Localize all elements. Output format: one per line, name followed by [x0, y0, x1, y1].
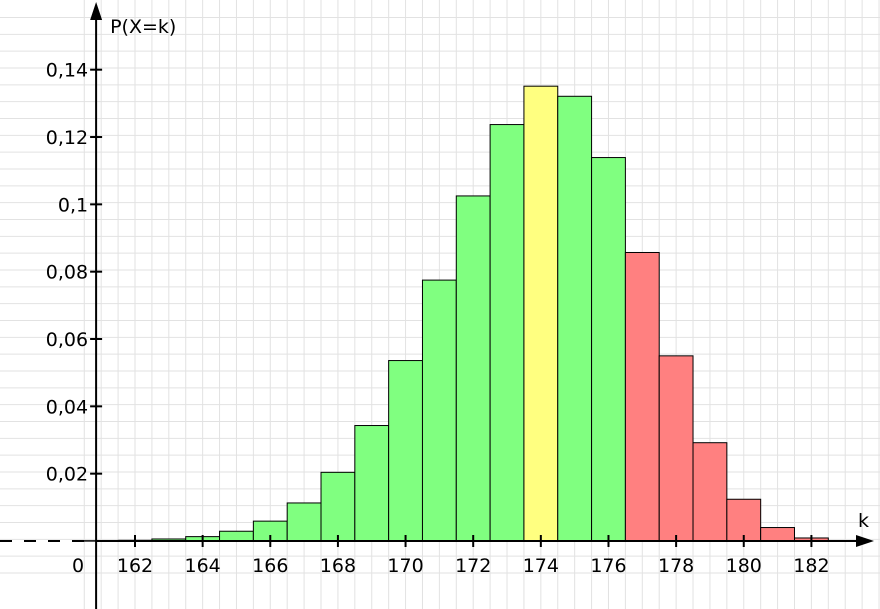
bar-174: [523, 85, 559, 542]
bar-167: [286, 502, 322, 542]
bar-165: [219, 530, 254, 542]
x-tick-label: 182: [793, 555, 829, 577]
bar-178: [658, 355, 694, 542]
origin-label: 0: [72, 555, 84, 577]
y-axis-arrow-icon: [90, 2, 103, 20]
ticks: 162 164 166 168 170 172 174 176 178 180 182 0,02 0,0…: [46, 60, 830, 577]
bar-175: [557, 95, 593, 542]
x-tick-label: 172: [455, 555, 491, 577]
x-tick-label: 170: [387, 555, 423, 577]
x-tick-label: 168: [320, 555, 356, 577]
x-tick-label: 166: [252, 555, 288, 577]
x-axis-arrow-icon: [856, 535, 874, 547]
y-tick-label: 0,1: [58, 194, 88, 216]
bar-180: [726, 498, 762, 542]
x-tick-label: 162: [117, 555, 153, 577]
x-tick-label: 164: [185, 555, 221, 577]
labels: P(X=k) k 0: [72, 16, 869, 577]
bar-181: [760, 527, 795, 542]
bar-168: [320, 471, 356, 542]
y-tick-label: 0,14: [46, 60, 88, 82]
bar-169: [354, 425, 390, 542]
x-tick-label: 178: [658, 555, 694, 577]
x-tick-label: 176: [590, 555, 626, 577]
y-axis-title: P(X=k): [110, 16, 176, 38]
bar-177: [624, 251, 660, 542]
x-tick-label: 174: [523, 555, 559, 577]
bar-179: [692, 442, 728, 542]
bar-176: [591, 157, 626, 542]
bar-172: [455, 195, 491, 542]
y-tick-label: 0,12: [46, 127, 88, 149]
y-tick-label: 0,06: [46, 329, 88, 351]
y-tick-label: 0,08: [46, 262, 88, 284]
bar-171: [421, 279, 457, 542]
y-tick-label: 0,02: [46, 464, 88, 486]
y-tick-label: 0,04: [46, 396, 88, 418]
x-axis-title: k: [858, 510, 869, 532]
bar-173: [489, 124, 525, 542]
x-tick-label: 180: [726, 555, 762, 577]
bar-170: [388, 360, 423, 542]
